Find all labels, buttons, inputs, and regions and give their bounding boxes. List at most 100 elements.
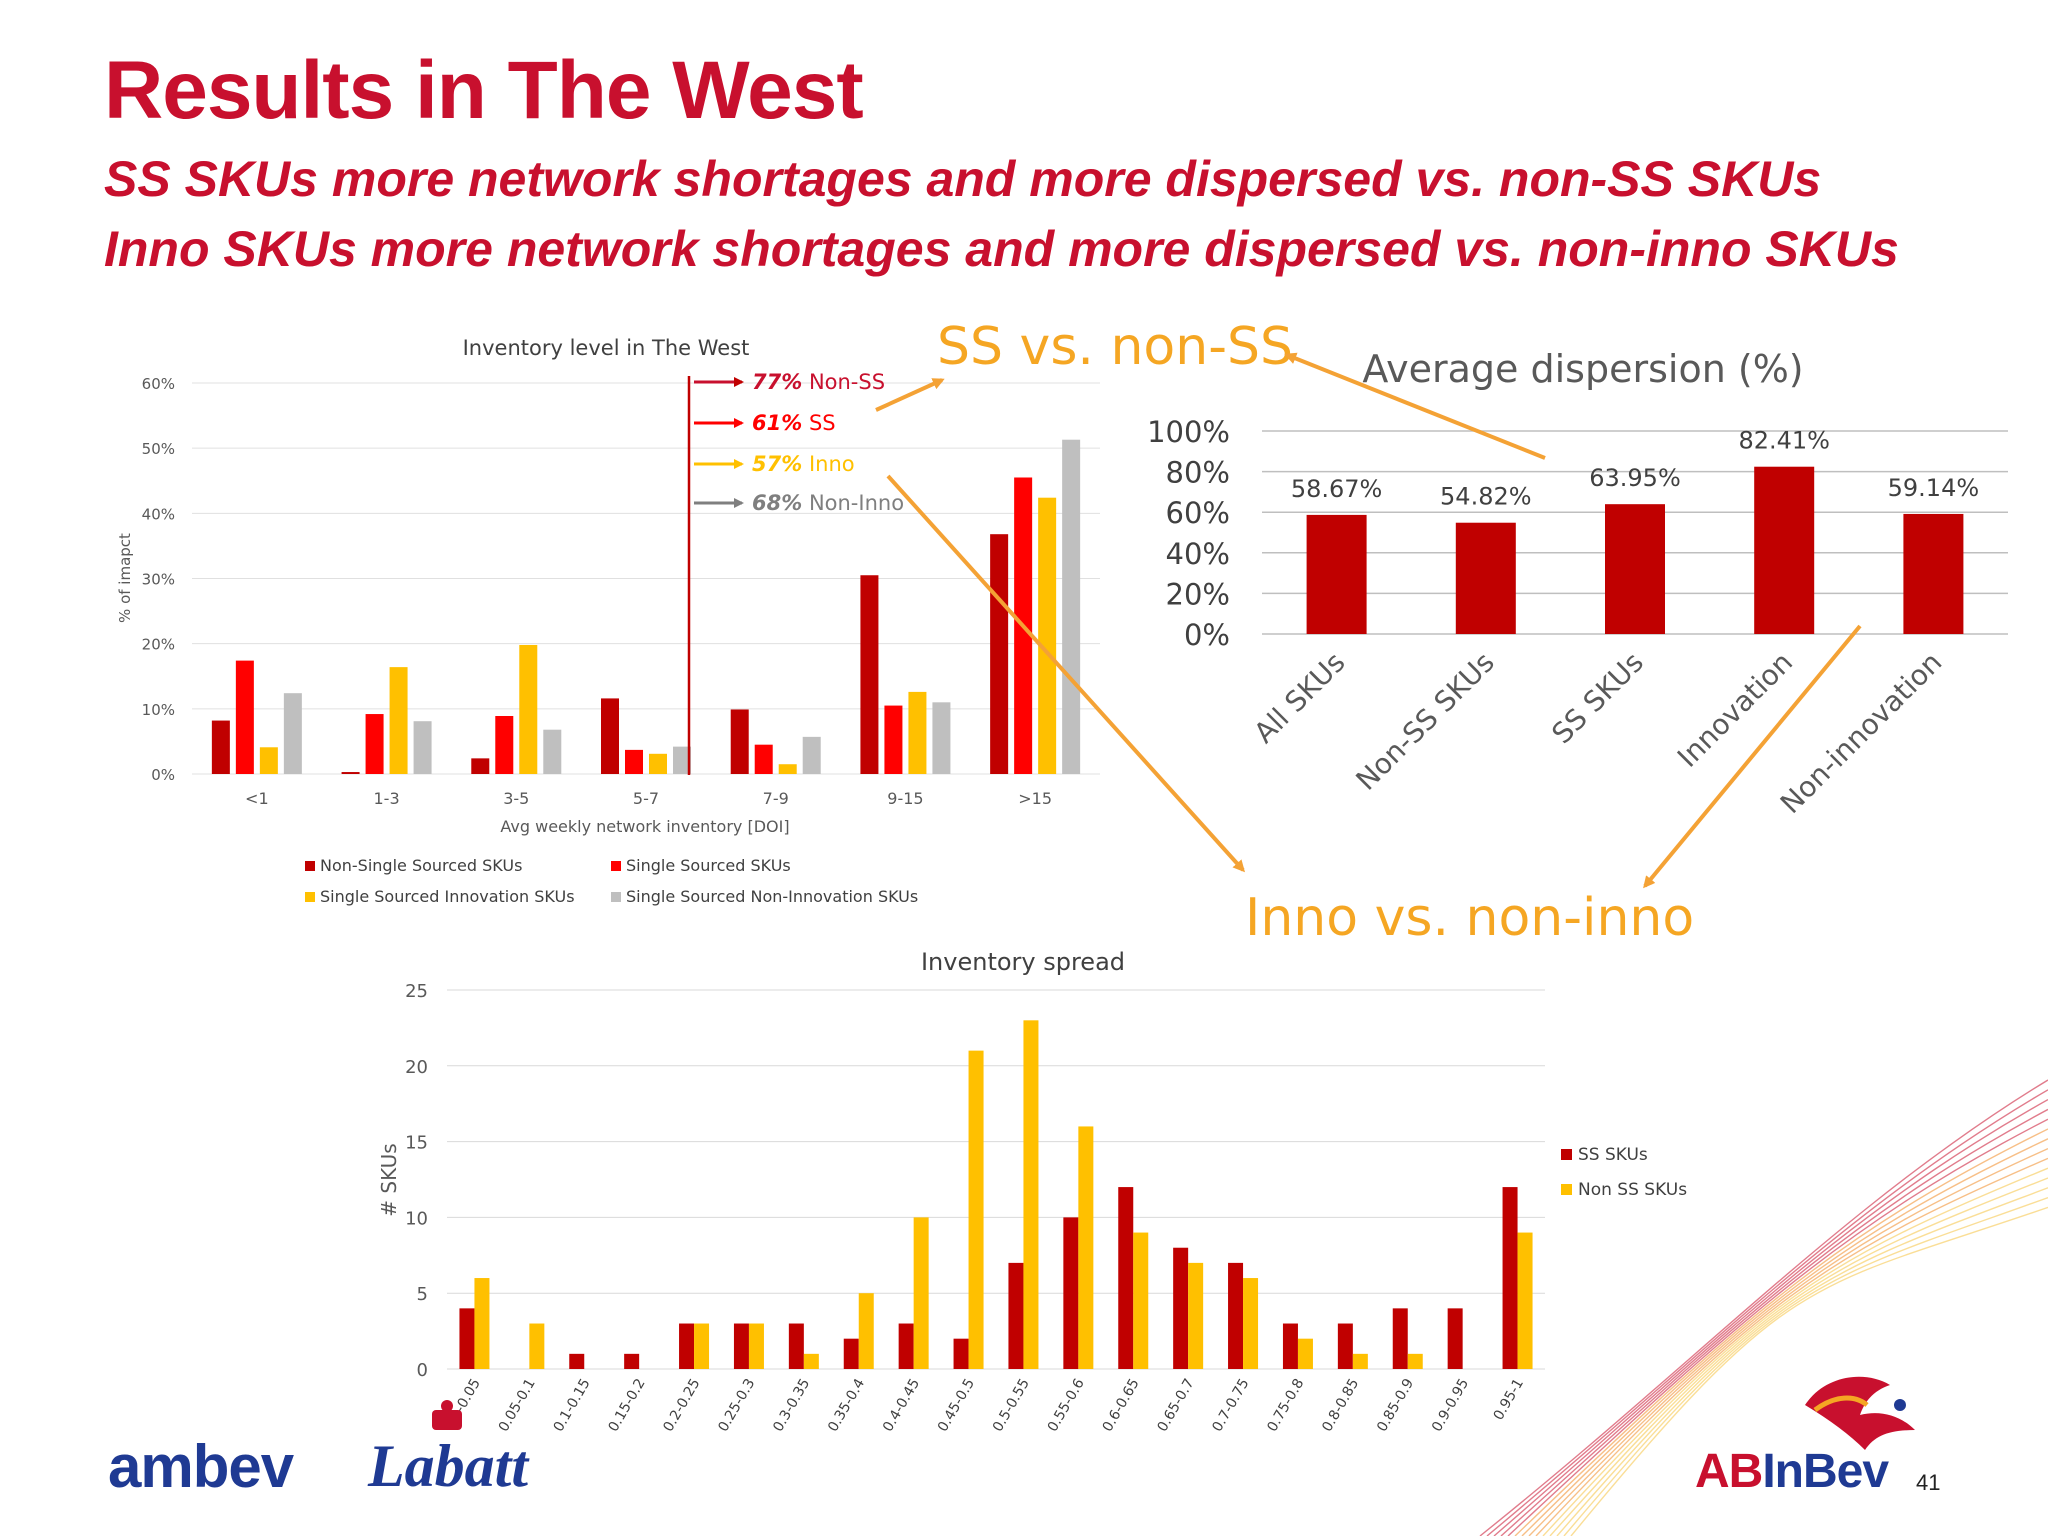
chart1-legend-label: Single Sourced SKUs [626,856,791,875]
chart2-xtick: Non-SS SKUs [1350,646,1501,797]
eagle-icon [1805,1376,1915,1450]
chart3-xtick: 0.35-0.4 [825,1376,868,1435]
chart3-bar [474,1278,490,1369]
chart3-bar [1078,1126,1094,1369]
chart1-bar [283,693,302,774]
chart2-ytick: 40% [1166,537,1230,571]
chart1-bar [884,705,903,774]
annotation-text: SS [802,411,835,435]
chart3-legend-label: SS SKUs [1578,1145,1648,1165]
chart3-xtick: 0.2-0.25 [660,1376,703,1435]
chart1-bar [990,534,1009,774]
swirl-line [1528,1147,2048,1536]
chart1-ytick: 30% [142,571,175,589]
chart1-legend-swatch [305,861,315,871]
chart2-bar [1605,504,1665,634]
labatt-crest-icon [432,1400,462,1430]
chart1-legend-label: Non-Single Sourced SKUs [320,856,522,875]
page-title: Results in The West [104,45,864,136]
chart2-bar [1306,514,1367,634]
chart2-xtick: Innovation [1671,646,1799,774]
chart3-bar [843,1338,859,1369]
chart1-bar [235,660,254,774]
chart3-ylabel: # SKUs [377,1143,401,1216]
chart3-xtick: 0.65-0.7 [1155,1376,1198,1435]
chart1-bar [259,747,278,774]
chart3-bar [624,1353,640,1369]
annotation-label: 68% Non-Inno [752,491,904,515]
chart1-bar [802,736,821,774]
decorative-swirl [1479,1079,2048,1536]
chart1-bar [495,716,514,774]
chart1-legend-label: Single Sourced Innovation SKUs [320,887,575,906]
swirl-line [1493,1098,2048,1536]
chart3-bar [858,1293,874,1369]
chart1-bar [211,720,230,774]
chart3-bar [733,1323,749,1369]
chart1-ytick: 40% [142,505,175,523]
chart1-bar [519,644,538,774]
chart2-ytick: 80% [1166,456,1230,490]
chart3-bar [1392,1308,1408,1369]
chart1-xtick: 7-9 [763,789,789,808]
chart1-ytick: 60% [142,375,175,393]
swirl-line [1563,1196,2048,1536]
chart2-bar [1754,466,1815,634]
annotation-text: Inno [802,452,854,476]
chart3-bar [1133,1232,1149,1369]
chart1-xlabel: Avg weekly network inventory [DOI] [500,817,789,836]
chart3-bar [1447,1308,1463,1369]
chart2-xtick: All SKUs [1248,646,1352,750]
chart1-bar [730,709,749,774]
chart2-ytick: 60% [1166,496,1230,530]
chart3-bar [1173,1247,1189,1369]
swirl-line [1549,1177,2048,1536]
chart3-bar [1063,1217,1079,1369]
chart3-xtick: 0.9-0.95 [1429,1376,1472,1435]
callout-arrow-ss-2 [1284,352,1546,460]
chart1-bar [754,744,773,774]
chart2-data-label: 58.67% [1291,475,1383,503]
chart1-xtick: <1 [245,789,269,808]
chart3-bar [1008,1262,1024,1369]
swirl-line [1514,1128,2048,1536]
chart3-bar [803,1353,819,1369]
chart3-bar [1188,1262,1204,1369]
chart3-bar [1282,1323,1298,1369]
swirl-line [1535,1157,2048,1536]
callout-arrow-inno-2 [1643,624,1862,889]
chart1-ylabel: % of imapct [116,533,134,623]
chart3-title: Inventory spread [921,948,1125,976]
chart3-xtick: 0.85-0.9 [1374,1376,1417,1435]
chart1-ytick: 50% [142,440,175,458]
chart2-data-label: 59.14% [1888,474,1980,502]
abinbev-logo-ab: AB [1695,1445,1763,1498]
chart3-bar [1502,1187,1518,1369]
ambev-logo: ambev [108,1433,294,1500]
average-dispersion-chart: Average dispersion (%) 0% 20% 40% 60% 80% 100… [1147,347,2008,820]
subtitle-inno: Inno SKUs more network shortages and mor… [104,221,1899,277]
chart3-xtick: 0.8-0.85 [1319,1376,1362,1435]
chart3-bar [1517,1232,1533,1369]
annotation-label: 57% Inno [752,452,855,476]
chart1-xtick: >15 [1018,789,1052,808]
chart3-xtick: 0.15-0.2 [606,1376,649,1435]
chart3-xtick: 0.45-0.5 [935,1376,978,1435]
chart3-xtick: 0.7-0.75 [1209,1376,1252,1435]
annotation-label: 61% SS [752,411,836,435]
chart1-bar [625,749,643,774]
annotation-pct: 57% [752,452,802,476]
chart3-bar [1118,1187,1134,1369]
chart1-legend-swatch [305,892,315,902]
chart3-bar [1337,1323,1353,1369]
chart2-data-label: 63.95% [1589,464,1681,492]
chart3-ytick: 10 [405,1208,428,1229]
chart3-bar [694,1323,710,1369]
chart1-bar [908,691,927,774]
chart2-bar [1455,522,1516,634]
chart1-title: Inventory level in The West [463,336,750,360]
chart3-bar [953,1338,969,1369]
chart3-xtick: 0.6-0.65 [1100,1376,1143,1435]
chart3-bar [748,1323,764,1369]
chart1-bar [673,746,691,774]
